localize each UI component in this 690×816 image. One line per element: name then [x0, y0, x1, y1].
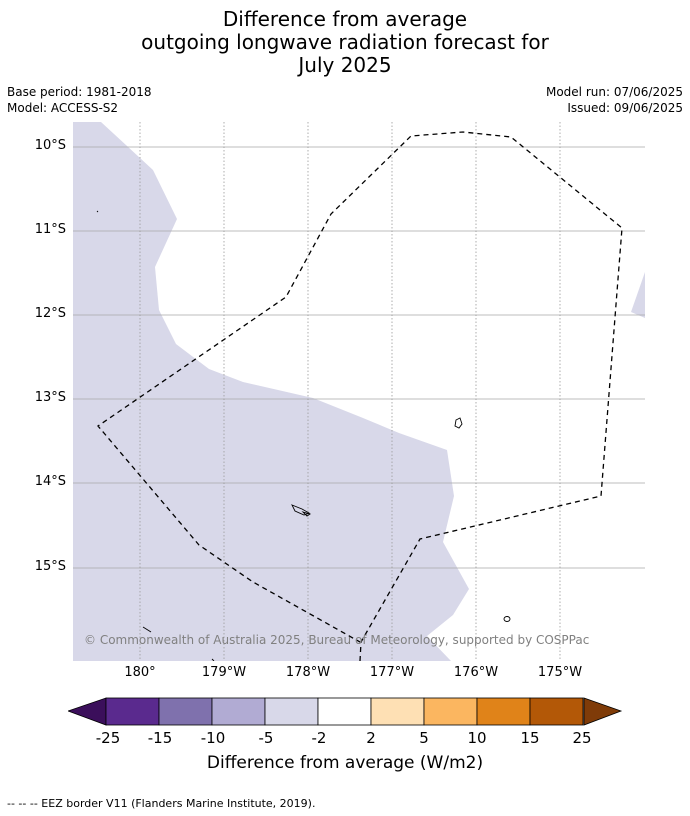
- title-line-1: Difference from average: [222, 7, 468, 31]
- lat-gridlines: [73, 146, 645, 569]
- model-name: Model: ACCESS-S2: [7, 101, 119, 115]
- lon-label-179w: 179°W: [201, 665, 247, 680]
- colorbar: [68, 697, 623, 726]
- island-tutuila: [454, 417, 463, 429]
- eez-border: [97, 131, 623, 661]
- lat-label-11s: 11°S: [34, 222, 66, 237]
- eez-legend-note: -- -- -- EEZ border V11 (Flanders Marine…: [7, 797, 316, 810]
- lon-label-175w: 175°W: [537, 665, 583, 680]
- cb-tick-m5: -5: [258, 729, 274, 747]
- island-small-c: [142, 626, 152, 633]
- cb-tick-10: 10: [467, 729, 487, 747]
- colorbar-segment: [529, 697, 584, 726]
- issued-date: Issued: 09/06/2025: [567, 101, 683, 115]
- colorbar-segment: [476, 697, 531, 726]
- colorbar-segment: [264, 697, 319, 726]
- island-dot-a: [96, 210, 99, 213]
- cb-tick-m25: -25: [95, 729, 121, 747]
- cb-tick-m10: -10: [200, 729, 226, 747]
- lat-label-13s: 13°S: [34, 390, 66, 405]
- cb-tick-25: 25: [572, 729, 592, 747]
- map-panel: [73, 122, 645, 661]
- meta-left: Base period: 1981-2018 Model: ACCESS-S2: [7, 84, 152, 116]
- colorbar-label: Difference from average (W/m2): [206, 753, 484, 773]
- meta-right: Model run: 07/06/2025 Issued: 09/06/2025: [546, 84, 683, 116]
- chart-title: Difference from average outgoing longwav…: [0, 8, 690, 77]
- cb-tick-m2: -2: [311, 729, 327, 747]
- island-small-b: [503, 616, 511, 622]
- colorbar-arrow-high: [583, 697, 623, 726]
- island-dot-b: [211, 658, 215, 661]
- map-svg: [73, 122, 645, 661]
- lon-gridlines: [139, 122, 561, 661]
- lat-label-12s: 12°S: [34, 306, 66, 321]
- lat-label-14s: 14°S: [34, 474, 66, 489]
- lon-label-176w: 176°W: [453, 665, 499, 680]
- cb-tick-m15: -15: [147, 729, 173, 747]
- map-attribution: © Commonwealth of Australia 2025, Bureau…: [84, 633, 590, 647]
- islands: [96, 210, 511, 661]
- colorbar-segment: [317, 697, 372, 726]
- anomaly-region: [73, 122, 469, 661]
- colorbar-segment: [423, 697, 478, 726]
- island-upolu: [291, 504, 311, 516]
- lon-label-177w: 177°W: [369, 665, 415, 680]
- lon-label-180: 180°: [124, 665, 156, 680]
- title-line-3: July 2025: [298, 53, 392, 77]
- cb-tick-15: 15: [520, 729, 540, 747]
- island-small-a: [301, 511, 312, 517]
- colorbar-segment: [158, 697, 213, 726]
- base-period: Base period: 1981-2018: [7, 85, 152, 99]
- lat-label-15s: 15°S: [34, 559, 66, 574]
- colorbar-segment: [370, 697, 425, 726]
- lat-label-10s: 10°S: [34, 138, 66, 153]
- cb-tick-2: 2: [366, 729, 376, 747]
- anomaly-region-corner: [631, 272, 645, 318]
- colorbar-segment: [105, 697, 160, 726]
- cb-tick-5: 5: [419, 729, 429, 747]
- colorbar-segments: [105, 697, 584, 726]
- colorbar-arrow-low: [68, 697, 107, 726]
- colorbar-segment: [211, 697, 266, 726]
- model-run: Model run: 07/06/2025: [545, 85, 683, 99]
- lon-label-178w: 178°W: [285, 665, 331, 680]
- title-line-2: outgoing longwave radiation forecast for: [141, 30, 549, 54]
